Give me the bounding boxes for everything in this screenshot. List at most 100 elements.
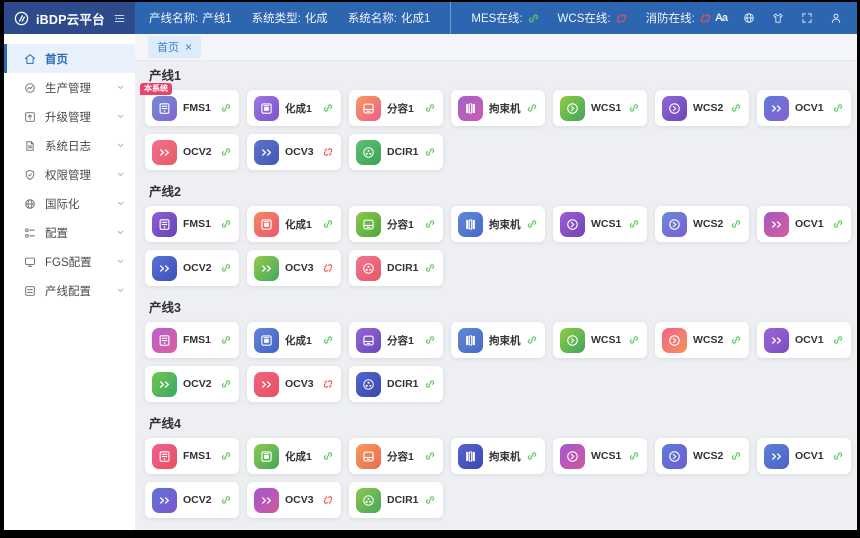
system-card-OCV3[interactable]: OCV3: [247, 366, 341, 402]
system-card-DCIR1[interactable]: DCIR1: [349, 250, 443, 286]
link-icon[interactable]: [628, 450, 640, 462]
system-card-WCS2[interactable]: WCS2: [655, 322, 749, 358]
sidebar-item-2[interactable]: 升级管理: [4, 102, 135, 131]
system-card-拘束机[interactable]: 拘束机: [451, 90, 545, 126]
link-icon[interactable]: [220, 262, 232, 274]
system-card-FMS1[interactable]: FMS1: [145, 438, 239, 474]
link-icon[interactable]: [526, 450, 538, 462]
system-card-分容1[interactable]: 分容1: [349, 90, 443, 126]
broken-link-icon[interactable]: [322, 378, 334, 390]
link-icon[interactable]: [832, 218, 844, 230]
system-card-OCV2[interactable]: OCV2: [145, 366, 239, 402]
link-icon[interactable]: [220, 146, 232, 158]
sidebar-item-7[interactable]: FGS配置: [4, 247, 135, 276]
font-size-button[interactable]: Aa: [714, 12, 728, 24]
link-icon[interactable]: [628, 102, 640, 114]
system-card-FMS1[interactable]: 本系统 FMS1: [140, 83, 239, 126]
system-card-OCV1[interactable]: OCV1: [757, 90, 851, 126]
user-icon[interactable]: [829, 11, 843, 25]
system-card-化成1[interactable]: 化成1: [247, 438, 341, 474]
system-card-拘束机[interactable]: 拘束机: [451, 206, 545, 242]
link-icon[interactable]: [730, 102, 742, 114]
theme-icon[interactable]: [771, 11, 785, 25]
system-card-OCV2[interactable]: OCV2: [145, 482, 239, 518]
tab-home[interactable]: 首页 ×: [148, 36, 202, 58]
sidebar-item-8[interactable]: 产线配置: [4, 276, 135, 305]
system-card-OCV3[interactable]: OCV3: [247, 134, 341, 170]
link-icon[interactable]: [424, 494, 436, 506]
system-card-WCS1[interactable]: WCS1: [553, 438, 647, 474]
broken-link-icon[interactable]: [322, 262, 334, 274]
system-card-拘束机[interactable]: 拘束机: [451, 322, 545, 358]
link-icon[interactable]: [628, 218, 640, 230]
link-icon[interactable]: [424, 334, 436, 346]
link-icon[interactable]: [424, 102, 436, 114]
link-icon[interactable]: [424, 146, 436, 158]
link-icon[interactable]: [220, 334, 232, 346]
link-icon[interactable]: [322, 102, 334, 114]
link-icon[interactable]: [526, 218, 538, 230]
sidebar-item-5[interactable]: 国际化: [4, 189, 135, 218]
system-card-FMS1[interactable]: FMS1: [145, 206, 239, 242]
system-card-WCS1[interactable]: WCS1: [553, 90, 647, 126]
system-card-WCS1[interactable]: WCS1: [553, 206, 647, 242]
link-icon[interactable]: [220, 102, 232, 114]
system-card-OCV2[interactable]: OCV2: [145, 250, 239, 286]
link-icon[interactable]: [424, 450, 436, 462]
system-card-化成1[interactable]: 化成1: [247, 90, 341, 126]
system-card-DCIR1[interactable]: DCIR1: [349, 482, 443, 518]
sidebar-item-0[interactable]: 首页: [4, 44, 135, 73]
link-icon[interactable]: [424, 218, 436, 230]
system-card-DCIR1[interactable]: DCIR1: [349, 366, 443, 402]
system-card-OCV3[interactable]: OCV3: [247, 250, 341, 286]
sidebar-item-1[interactable]: 生产管理: [4, 73, 135, 102]
link-icon[interactable]: [220, 494, 232, 506]
broken-link-icon[interactable]: [322, 494, 334, 506]
system-card-FMS1[interactable]: FMS1: [145, 322, 239, 358]
close-icon[interactable]: ×: [185, 40, 193, 54]
system-card-化成1[interactable]: 化成1: [247, 206, 341, 242]
system-card-WCS2[interactable]: WCS2: [655, 438, 749, 474]
system-card-OCV1[interactable]: OCV1: [757, 206, 851, 242]
link-icon[interactable]: [322, 218, 334, 230]
system-card-OCV3[interactable]: OCV3: [247, 482, 341, 518]
link-icon[interactable]: [322, 334, 334, 346]
system-card-OCV1[interactable]: OCV1: [757, 322, 851, 358]
sidebar-item-6[interactable]: 配置: [4, 218, 135, 247]
system-card-分容1[interactable]: 分容1: [349, 438, 443, 474]
system-card-OCV1[interactable]: OCV1: [757, 438, 851, 474]
fullscreen-icon[interactable]: [800, 11, 814, 25]
link-icon[interactable]: [832, 102, 844, 114]
link-icon[interactable]: [730, 450, 742, 462]
fms-icon: [152, 95, 177, 121]
link-icon[interactable]: [730, 334, 742, 346]
system-card-分容1[interactable]: 分容1: [349, 206, 443, 242]
system-card-化成1[interactable]: 化成1: [247, 322, 341, 358]
system-card-拘束机[interactable]: 拘束机: [451, 438, 545, 474]
language-icon[interactable]: [742, 11, 756, 25]
link-icon[interactable]: [526, 102, 538, 114]
sidebar-item-4[interactable]: 权限管理: [4, 160, 135, 189]
link-icon[interactable]: [424, 262, 436, 274]
broken-link-icon[interactable]: [322, 146, 334, 158]
system-card-WCS2[interactable]: WCS2: [655, 206, 749, 242]
link-icon[interactable]: [220, 378, 232, 390]
link-icon[interactable]: [424, 378, 436, 390]
section-title: 产线2: [149, 185, 181, 199]
link-icon[interactable]: [322, 450, 334, 462]
link-icon[interactable]: [220, 450, 232, 462]
link-icon[interactable]: [220, 218, 232, 230]
link-icon[interactable]: [730, 218, 742, 230]
sidebar-item-3[interactable]: 系统日志: [4, 131, 135, 160]
link-icon[interactable]: [628, 334, 640, 346]
system-card-WCS2[interactable]: WCS2: [655, 90, 749, 126]
system-card-分容1[interactable]: 分容1: [349, 322, 443, 358]
system-card-OCV2[interactable]: OCV2: [145, 134, 239, 170]
link-icon[interactable]: [832, 450, 844, 462]
card-label: DCIR1: [387, 146, 419, 158]
system-card-DCIR1[interactable]: DCIR1: [349, 134, 443, 170]
collapse-sidebar-icon[interactable]: [113, 12, 126, 25]
link-icon[interactable]: [832, 334, 844, 346]
system-card-WCS1[interactable]: WCS1: [553, 322, 647, 358]
link-icon[interactable]: [526, 334, 538, 346]
